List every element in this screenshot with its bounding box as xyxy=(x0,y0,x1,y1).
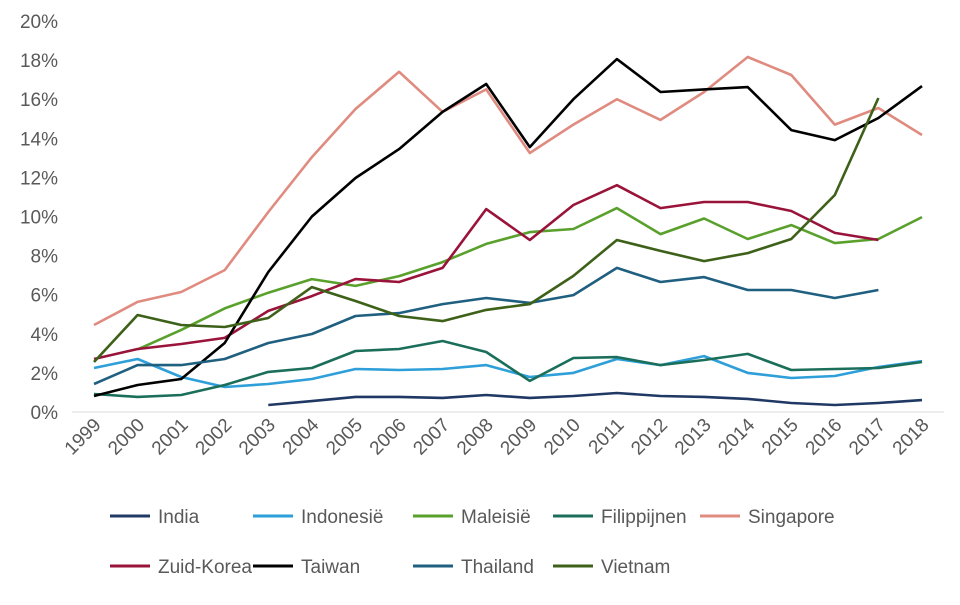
x-tick-label: 1999 xyxy=(61,415,106,460)
y-tick-label: 12% xyxy=(20,168,58,189)
series-line-zuid-korea xyxy=(93,183,879,361)
legend-item: Vietnam xyxy=(553,557,670,578)
legend-label: Zuid-Korea xyxy=(158,557,252,578)
x-tick-label: 2006 xyxy=(366,415,411,460)
x-tick-label: 2017 xyxy=(845,415,890,460)
legend-item: Thailand xyxy=(413,557,534,578)
y-tick-label: 0% xyxy=(31,403,59,424)
legend-label: Maleisië xyxy=(461,507,531,528)
series-line-maleisi- xyxy=(137,206,923,351)
series-line-india xyxy=(268,391,923,407)
legend-label: Singapore xyxy=(748,507,835,528)
series-line-taiwan xyxy=(93,57,923,398)
x-tick-label: 2010 xyxy=(540,415,585,460)
x-tick-label: 2000 xyxy=(104,415,149,460)
x-tick-label: 2016 xyxy=(802,415,847,460)
x-tick-label: 2002 xyxy=(192,415,237,460)
series-line-indonesi- xyxy=(93,354,923,389)
y-tick-label: 4% xyxy=(31,325,59,346)
legend-label: Vietnam xyxy=(601,557,670,578)
y-tick-label: 10% xyxy=(20,208,58,229)
legend-item: Maleisië xyxy=(413,507,531,528)
legend-item: Zuid-Korea xyxy=(110,557,252,578)
legend-item: Singapore xyxy=(700,507,835,528)
x-tick-label: 2015 xyxy=(758,415,803,460)
x-tick-label: 2003 xyxy=(235,415,280,460)
legend-item: Taiwan xyxy=(253,557,360,578)
legend-label: Indonesië xyxy=(301,507,383,528)
x-tick-label: 2014 xyxy=(714,414,759,459)
y-tick-label: 2% xyxy=(31,364,59,385)
x-tick-label: 2012 xyxy=(627,415,672,460)
y-tick-label: 20% xyxy=(20,12,58,33)
x-tick-label: 2001 xyxy=(148,415,193,460)
x-tick-label: 2007 xyxy=(409,415,454,460)
legend-label: Filippijnen xyxy=(601,507,687,528)
y-tick-label: 14% xyxy=(20,129,58,150)
series-line-singapore xyxy=(93,55,923,327)
legend-item: Indonesië xyxy=(253,507,383,528)
x-tick-label: 2018 xyxy=(889,415,934,460)
series-line-filippijnen xyxy=(93,339,923,399)
x-tick-label: 2005 xyxy=(322,415,367,460)
x-tick-label: 2004 xyxy=(279,414,324,459)
legend-item: India xyxy=(110,507,200,528)
series-line-vietnam xyxy=(93,97,880,363)
legend-label: Taiwan xyxy=(301,557,360,578)
y-tick-label: 18% xyxy=(20,51,58,72)
x-tick-label: 2011 xyxy=(585,415,629,459)
y-tick-label: 6% xyxy=(31,286,59,307)
legend-label: Thailand xyxy=(461,557,534,578)
x-tick-label: 2008 xyxy=(453,415,498,460)
y-tick-label: 16% xyxy=(20,90,58,111)
legend-label: India xyxy=(158,507,200,528)
series-line-thailand xyxy=(93,266,879,386)
x-tick-label: 2013 xyxy=(671,415,716,460)
legend-item: Filippijnen xyxy=(553,507,687,528)
x-tick-label: 2009 xyxy=(497,415,542,460)
y-tick-label: 8% xyxy=(31,247,59,268)
